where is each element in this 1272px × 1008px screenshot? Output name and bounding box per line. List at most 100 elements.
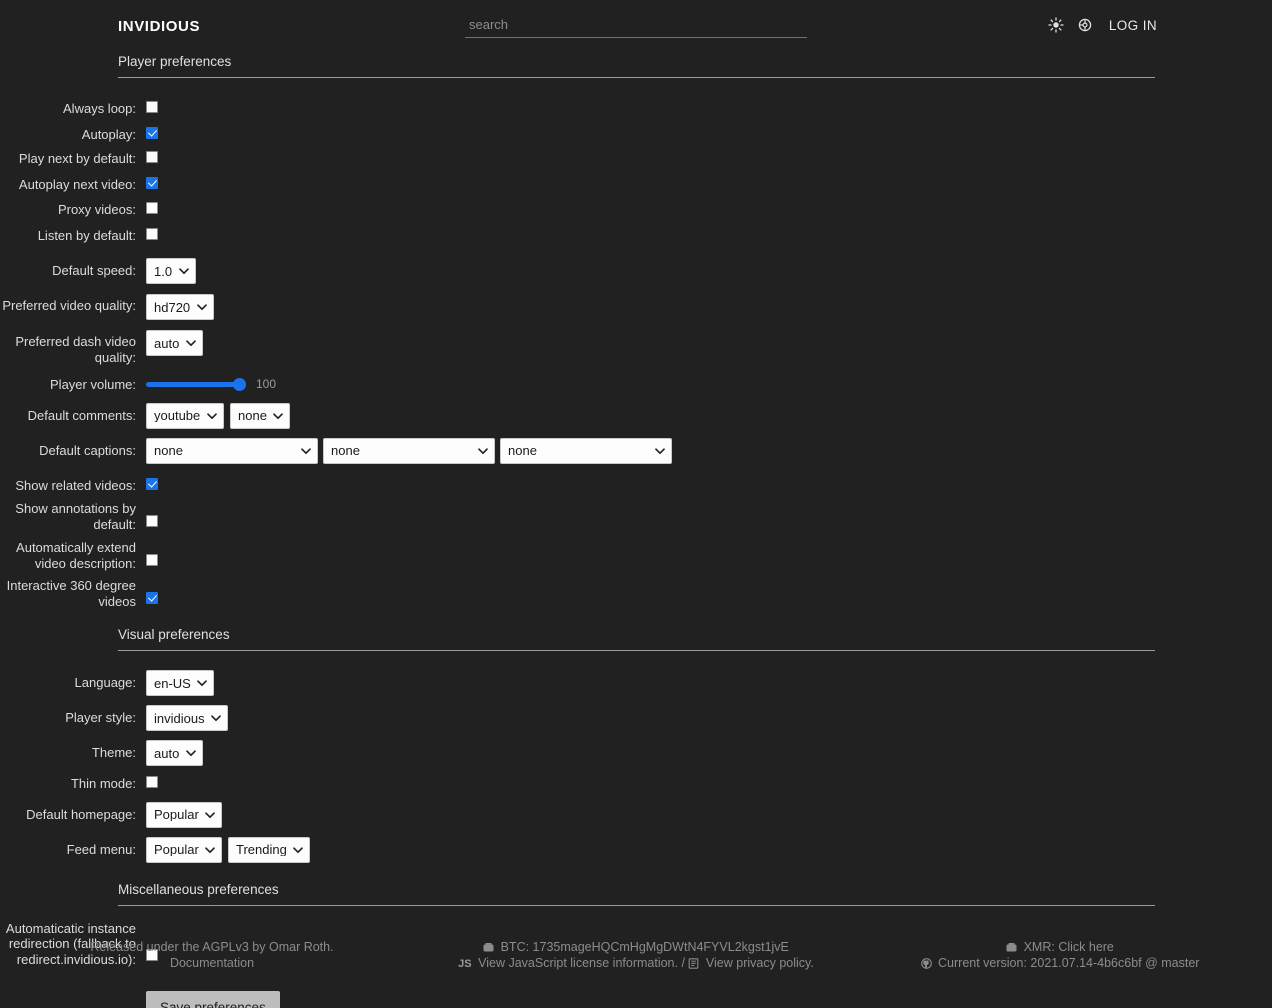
footer-right-column: XMR: Click here Current version: 2021.07… [848,940,1272,972]
sun-icon[interactable] [1048,17,1064,33]
select-default-captions-2[interactable]: none [323,437,495,464]
gear-icon[interactable] [1077,17,1093,33]
row-language: Language: en-US [0,670,1272,696]
label-interactive-360: Interactive 360 degree videos [6,578,136,609]
label-default-comments: Default comments: [27,407,136,423]
row-default-comments: Default comments: youtube none [0,402,1272,429]
label-theme: Theme: [91,745,136,760]
row-always-loop: Always loop: [0,101,1272,117]
document-icon [688,957,699,969]
slider-player-volume[interactable] [146,377,246,391]
label-default-speed: Default speed: [52,263,136,278]
brand-logo[interactable]: INVIDIOUS [118,18,201,35]
label-show-annotations: Show annotations by default: [15,501,136,532]
navbar-actions: LOG IN [1048,17,1157,33]
checkbox-show-annotations[interactable] [146,515,158,527]
section-header-player: Player preferences [118,54,1155,78]
select-feed-menu-1[interactable]: Popular [146,836,222,863]
row-thin-mode: Thin mode: [0,776,1272,792]
row-player-volume: Player volume: 100 [0,377,1272,393]
select-player-style[interactable]: invidious [146,705,228,731]
checkbox-autoplay[interactable] [146,126,158,139]
github-icon [920,957,932,969]
row-feed-menu: Feed menu: Popular Trending [0,836,1272,863]
version-link[interactable]: Current version: 2021.07.14-4b6c6bf @ ma… [938,955,1200,970]
row-theme: Theme: auto [0,740,1272,766]
xmr-link[interactable]: XMR: Click here [1023,940,1114,954]
js-license-link[interactable]: View JavaScript license information. [478,955,678,970]
row-default-homepage: Default homepage: Popular [0,801,1272,828]
row-preferred-dash-quality: Preferred dash video quality: auto [0,330,1272,365]
player-preferences-group: Always loop: Autoplay: Play next by defa… [0,101,1272,609]
javascript-icon: JS [458,957,472,970]
checkbox-autoplay-next-video[interactable] [146,176,158,189]
select-language[interactable]: en-US [146,670,214,696]
checkbox-auto-redirect[interactable] [146,948,158,961]
label-play-next-by-default: Play next by default: [18,151,136,166]
select-default-comments-primary[interactable]: youtube [146,402,224,429]
footer-center-column: BTC: 1735mageHQCmHgMgDWtN4FYVL2kgst1jvE … [424,940,848,972]
label-autoplay-next-video: Autoplay next video: [18,176,136,192]
search-container [465,14,807,38]
checkbox-extend-description[interactable] [146,554,158,566]
row-default-captions: Default captions: none none none [0,437,1272,464]
btc-link[interactable]: BTC: 1735mageHQCmHgMgDWtN4FYVL2kgst1jvE [500,940,789,954]
row-preferred-video-quality: Preferred video quality: hd720 [0,294,1272,320]
label-proxy-videos: Proxy videos: [57,202,136,217]
select-default-captions-3[interactable]: none [500,437,672,464]
footer-left-column: Released under the AGPLv3 by Omar Roth. … [0,940,424,972]
row-proxy-videos: Proxy videos: [0,202,1272,218]
checkbox-listen-by-default[interactable] [146,227,158,240]
select-theme[interactable]: auto [146,740,203,766]
label-player-volume: Player volume: [50,377,136,392]
checkbox-always-loop[interactable] [146,101,158,113]
section-header-misc: Miscellaneous preferences [118,882,1155,906]
label-default-captions: Default captions: [39,442,136,458]
monero-icon [1006,942,1017,953]
checkbox-play-next-by-default[interactable] [146,151,158,163]
checkbox-show-related-videos[interactable] [146,477,158,490]
player-volume-value: 100 [256,377,277,391]
visual-preferences-group: Language: en-US Player style: invidious … [0,670,1272,863]
checkbox-proxy-videos[interactable] [146,202,158,214]
label-show-related-videos: Show related videos: [15,477,136,493]
footer-separator: / [681,955,685,970]
documentation-link[interactable]: Documentation [169,955,255,970]
row-player-style: Player style: invidious [0,705,1272,731]
checkbox-interactive-360[interactable] [146,592,158,604]
row-autoplay: Autoplay: [0,126,1272,143]
select-default-speed[interactable]: 1.0 [146,258,196,284]
section-header-visual: Visual preferences [118,627,1155,651]
row-default-speed: Default speed: 1.0 [0,258,1272,284]
label-auto-redirect: Automaticatic instance redirection (fall… [5,920,136,967]
license-text: Released under the AGPLv3 by Omar Roth. [90,940,334,954]
row-save: Save preferences [0,991,1272,1008]
label-autoplay: Autoplay: [81,126,136,142]
save-preferences-button[interactable]: Save preferences [146,991,280,1008]
search-input[interactable] [465,14,807,38]
row-show-related-videos: Show related videos: [0,477,1272,494]
select-default-captions-1[interactable]: none [146,437,318,464]
row-listen-by-default: Listen by default: [0,227,1272,244]
select-default-homepage[interactable]: Popular [146,801,222,828]
privacy-policy-link[interactable]: View privacy policy. [705,955,814,970]
checkbox-thin-mode[interactable] [146,776,158,788]
row-interactive-360: Interactive 360 degree videos [0,578,1272,609]
select-preferred-dash-quality[interactable]: auto [146,330,203,356]
preferences-content: Player preferences Always loop: Autoplay… [0,54,1272,1008]
login-link[interactable]: LOG IN [1108,17,1157,33]
select-default-comments-secondary[interactable]: none [230,402,290,429]
select-feed-menu-2[interactable]: Trending [228,836,310,863]
misc-preferences-group: Automaticatic instance redirection (fall… [0,921,1272,1008]
label-feed-menu: Feed menu: [66,841,136,857]
label-always-loop: Always loop: [63,101,136,116]
bitcoin-icon [483,942,494,953]
navbar: INVIDIOUS [0,0,1272,54]
label-language: Language: [74,675,136,690]
select-preferred-video-quality[interactable]: hd720 [146,294,214,320]
row-auto-redirect: Automaticatic instance redirection (fall… [0,921,1272,968]
row-autoplay-next-video: Autoplay next video: [0,176,1272,193]
row-show-annotations: Show annotations by default: [0,501,1272,532]
footer: Released under the AGPLv3 by Omar Roth. … [0,940,1272,972]
